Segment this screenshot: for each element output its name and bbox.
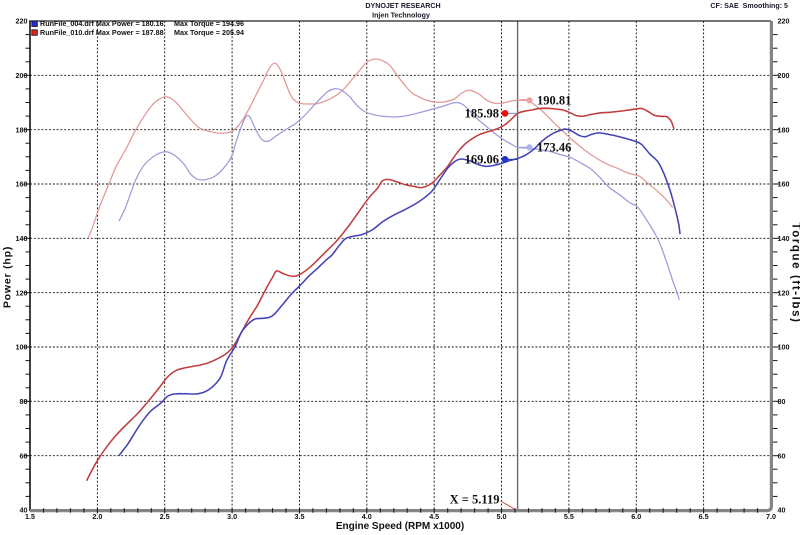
svg-text:80: 80 [778, 397, 786, 406]
svg-text:120: 120 [778, 288, 790, 297]
svg-text:4.0: 4.0 [362, 512, 372, 521]
svg-text:190.81: 190.81 [537, 94, 571, 108]
svg-text:CF: SAE Smoothing: 5: CF: SAE Smoothing: 5 [710, 2, 788, 10]
svg-text:220: 220 [16, 17, 28, 26]
svg-text:Max Torque = 205.94: Max Torque = 205.94 [174, 28, 244, 37]
svg-text:Torque (ft-lbs): Torque (ft-lbs) [790, 222, 800, 323]
svg-text:3.5: 3.5 [295, 512, 305, 521]
svg-text:100: 100 [16, 343, 28, 352]
svg-text:5.5: 5.5 [564, 512, 574, 521]
svg-text:140: 140 [778, 234, 790, 243]
svg-text:RunFile_004.drf Max Power = 18: RunFile_004.drf Max Power = 180.16 [40, 19, 164, 28]
svg-text:DYNOJET RESEARCH: DYNOJET RESEARCH [365, 2, 440, 10]
svg-text:220: 220 [778, 17, 790, 26]
svg-text:120: 120 [16, 288, 28, 297]
svg-text:140: 140 [16, 234, 28, 243]
svg-text:60: 60 [778, 451, 786, 460]
svg-text:Engine Speed (RPM x1000): Engine Speed (RPM x1000) [336, 521, 464, 532]
svg-text:40: 40 [20, 506, 28, 515]
svg-text:2.0: 2.0 [92, 512, 102, 521]
svg-text:60: 60 [20, 451, 28, 460]
svg-text:6.0: 6.0 [631, 512, 641, 521]
svg-text:100: 100 [778, 343, 790, 352]
svg-text:173.46: 173.46 [537, 141, 571, 155]
svg-text:169.06: 169.06 [465, 153, 499, 167]
svg-text:X = 5.119: X = 5.119 [450, 493, 500, 507]
svg-text:185.98: 185.98 [465, 107, 499, 121]
svg-text:RunFile_010.drf Max Power = 18: RunFile_010.drf Max Power = 187.88 [40, 28, 164, 37]
svg-text:3.0: 3.0 [227, 512, 237, 521]
svg-text:Max Torque = 194.96: Max Torque = 194.96 [174, 19, 244, 28]
svg-text:180: 180 [778, 125, 790, 134]
svg-text:160: 160 [16, 180, 28, 189]
svg-text:Power (hp): Power (hp) [2, 246, 14, 308]
svg-text:6.5: 6.5 [699, 512, 709, 521]
svg-text:7.0: 7.0 [766, 512, 776, 521]
svg-text:1.5: 1.5 [25, 512, 35, 521]
svg-text:200: 200 [16, 71, 28, 80]
svg-text:Injen Technology: Injen Technology [372, 12, 430, 20]
svg-text:80: 80 [20, 397, 28, 406]
svg-text:180: 180 [16, 125, 28, 134]
svg-text:40: 40 [778, 506, 786, 515]
svg-text:200: 200 [778, 71, 790, 80]
svg-text:160: 160 [778, 180, 790, 189]
svg-text:4.5: 4.5 [429, 512, 439, 521]
svg-text:2.5: 2.5 [160, 512, 170, 521]
svg-text:5.0: 5.0 [497, 512, 507, 521]
